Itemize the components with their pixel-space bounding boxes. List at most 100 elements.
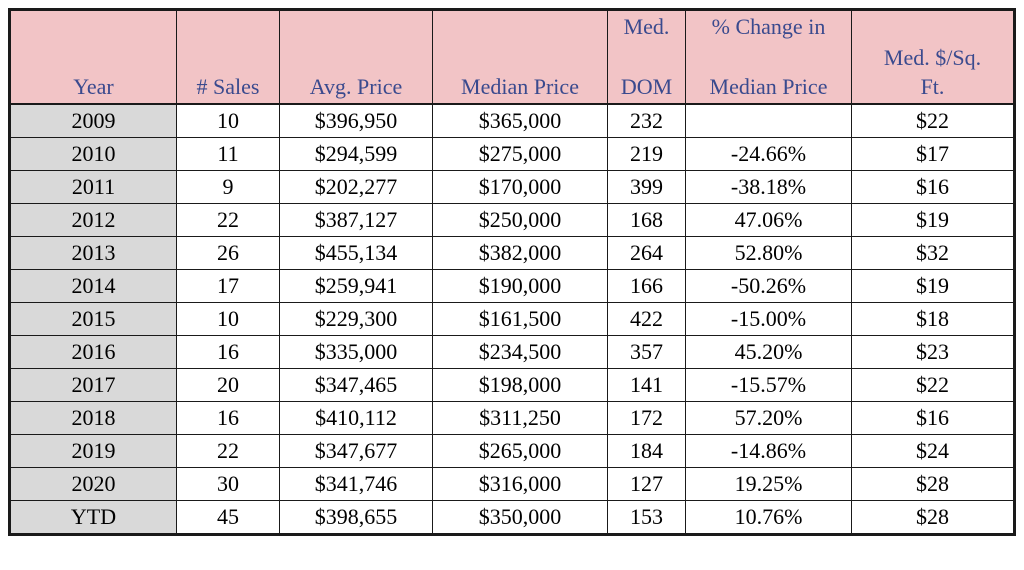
table-row: 2018 16 $410,112 $311,250 172 57.20% $16 — [8, 401, 1016, 435]
cell-year: YTD — [8, 500, 177, 536]
cell-avg-price: $387,127 — [279, 203, 433, 237]
cell-median-price: $275,000 — [432, 137, 608, 171]
header-change-top: % Change in — [685, 8, 852, 41]
cell-dom: 264 — [607, 236, 686, 270]
cell-sales: 26 — [176, 236, 280, 270]
cell-change: 10.76% — [685, 500, 852, 536]
cell-year: 2014 — [8, 269, 177, 303]
cell-sales: 17 — [176, 269, 280, 303]
cell-dom: 166 — [607, 269, 686, 303]
cell-avg-price: $229,300 — [279, 302, 433, 336]
cell-avg-price: $347,465 — [279, 368, 433, 402]
table-row: 2009 10 $396,950 $365,000 232 $22 — [8, 103, 1016, 138]
cell-sales: 22 — [176, 434, 280, 468]
cell-median-price: $382,000 — [432, 236, 608, 270]
cell-sales: 22 — [176, 203, 280, 237]
cell-sqft: $19 — [851, 269, 1016, 303]
cell-sqft: $17 — [851, 137, 1016, 171]
cell-sales: 30 — [176, 467, 280, 501]
cell-sales: 9 — [176, 170, 280, 204]
table-row: 2011 9 $202,277 $170,000 399 -38.18% $16 — [8, 170, 1016, 204]
cell-year: 2019 — [8, 434, 177, 468]
table-body: 2009 10 $396,950 $365,000 232 $22 2010 1… — [8, 103, 1016, 536]
header-cell-avg-price-top — [279, 8, 433, 41]
cell-avg-price: $202,277 — [279, 170, 433, 204]
cell-change: 52.80% — [685, 236, 852, 270]
cell-sales: 10 — [176, 302, 280, 336]
cell-dom: 357 — [607, 335, 686, 369]
cell-year: 2013 — [8, 236, 177, 270]
cell-year: 2010 — [8, 137, 177, 171]
header-avg-price: Avg. Price — [279, 41, 433, 105]
cell-sqft: $28 — [851, 467, 1016, 501]
cell-sales: 11 — [176, 137, 280, 171]
cell-dom: 399 — [607, 170, 686, 204]
header-cell-year-top — [8, 8, 177, 41]
cell-sales: 20 — [176, 368, 280, 402]
header-dom-bottom: DOM — [607, 41, 686, 105]
cell-sqft: $16 — [851, 401, 1016, 435]
header-row-bottom: Year # Sales Avg. Price Median Price DOM… — [8, 41, 1016, 105]
header-sales: # Sales — [176, 41, 280, 105]
cell-sqft: $23 — [851, 335, 1016, 369]
table-row: 2012 22 $387,127 $250,000 168 47.06% $19 — [8, 203, 1016, 237]
cell-year: 2011 — [8, 170, 177, 204]
cell-dom: 422 — [607, 302, 686, 336]
cell-avg-price: $398,655 — [279, 500, 433, 536]
table-row: 2010 11 $294,599 $275,000 219 -24.66% $1… — [8, 137, 1016, 171]
table-row: 2014 17 $259,941 $190,000 166 -50.26% $1… — [8, 269, 1016, 303]
table-row: 2016 16 $335,000 $234,500 357 45.20% $23 — [8, 335, 1016, 369]
header-cell-median-price-top — [432, 8, 608, 41]
header-row-top: Med. % Change in — [8, 8, 1016, 41]
cell-median-price: $190,000 — [432, 269, 608, 303]
table-row: YTD 45 $398,655 $350,000 153 10.76% $28 — [8, 500, 1016, 536]
cell-change: -15.00% — [685, 302, 852, 336]
cell-sqft: $19 — [851, 203, 1016, 237]
header-year: Year — [8, 41, 177, 105]
cell-change: -38.18% — [685, 170, 852, 204]
cell-change: -50.26% — [685, 269, 852, 303]
header-dom-top: Med. — [607, 8, 686, 41]
sales-history-table: Med. % Change in Year # Sales Avg. Price… — [8, 8, 1016, 536]
cell-dom: 168 — [607, 203, 686, 237]
cell-avg-price: $410,112 — [279, 401, 433, 435]
cell-dom: 219 — [607, 137, 686, 171]
header-cell-sqft-top — [851, 8, 1016, 41]
cell-dom: 172 — [607, 401, 686, 435]
cell-dom: 184 — [607, 434, 686, 468]
cell-median-price: $250,000 — [432, 203, 608, 237]
cell-year: 2012 — [8, 203, 177, 237]
cell-sqft: $32 — [851, 236, 1016, 270]
cell-year: 2015 — [8, 302, 177, 336]
cell-change: 47.06% — [685, 203, 852, 237]
cell-median-price: $316,000 — [432, 467, 608, 501]
header-cell-sales-top — [176, 8, 280, 41]
cell-year: 2017 — [8, 368, 177, 402]
header-change-bottom: Median Price — [685, 41, 852, 105]
cell-change: -24.66% — [685, 137, 852, 171]
cell-median-price: $350,000 — [432, 500, 608, 536]
table-row: 2013 26 $455,134 $382,000 264 52.80% $32 — [8, 236, 1016, 270]
cell-sqft: $16 — [851, 170, 1016, 204]
cell-median-price: $161,500 — [432, 302, 608, 336]
table-row: 2019 22 $347,677 $265,000 184 -14.86% $2… — [8, 434, 1016, 468]
cell-median-price: $311,250 — [432, 401, 608, 435]
cell-avg-price: $259,941 — [279, 269, 433, 303]
cell-avg-price: $341,746 — [279, 467, 433, 501]
cell-avg-price: $294,599 — [279, 137, 433, 171]
cell-year: 2016 — [8, 335, 177, 369]
cell-median-price: $234,500 — [432, 335, 608, 369]
cell-dom: 141 — [607, 368, 686, 402]
header-sqft-line1: Med. $/Sq. — [883, 45, 982, 70]
cell-dom: 232 — [607, 103, 686, 138]
cell-median-price: $170,000 — [432, 170, 608, 204]
cell-change: 19.25% — [685, 467, 852, 501]
cell-year: 2020 — [8, 467, 177, 501]
cell-change: -14.86% — [685, 434, 852, 468]
cell-sqft: $22 — [851, 103, 1016, 138]
cell-avg-price: $347,677 — [279, 434, 433, 468]
cell-change: 45.20% — [685, 335, 852, 369]
table-header: Med. % Change in Year # Sales Avg. Price… — [8, 8, 1016, 105]
cell-avg-price: $335,000 — [279, 335, 433, 369]
cell-dom: 153 — [607, 500, 686, 536]
